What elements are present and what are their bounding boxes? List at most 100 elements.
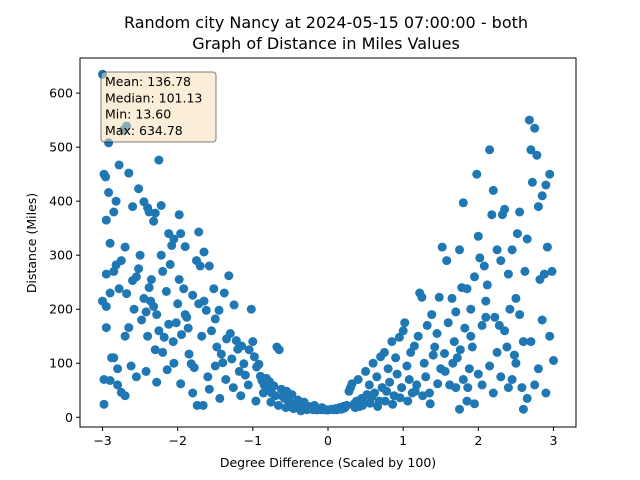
data-point — [199, 247, 209, 257]
data-point — [141, 366, 151, 376]
data-point — [114, 284, 124, 294]
data-point — [488, 388, 498, 398]
data-point — [537, 315, 547, 325]
data-point — [101, 269, 111, 279]
data-point — [246, 304, 256, 314]
data-point — [451, 383, 461, 393]
data-point — [240, 370, 250, 380]
data-point — [101, 172, 111, 182]
data-point — [500, 204, 510, 214]
data-point — [432, 329, 442, 338]
data-point — [449, 337, 459, 347]
data-point — [455, 345, 465, 355]
data-point — [101, 215, 111, 225]
data-point — [515, 207, 525, 217]
data-point — [154, 155, 164, 165]
data-point — [203, 372, 213, 382]
data-point — [488, 185, 498, 195]
data-point — [141, 307, 151, 317]
data-point — [472, 169, 482, 179]
data-point — [549, 356, 558, 365]
data-point — [503, 383, 513, 393]
data-point — [169, 358, 179, 368]
data-point — [547, 266, 557, 276]
data-point — [485, 361, 495, 371]
data-point — [237, 341, 247, 351]
data-point — [526, 337, 536, 347]
data-point — [204, 384, 214, 394]
data-point — [496, 372, 506, 382]
data-point — [500, 326, 510, 336]
data-point — [236, 391, 246, 401]
data-point — [174, 210, 184, 220]
data-point — [105, 376, 115, 385]
data-point — [511, 358, 521, 368]
data-point — [448, 358, 458, 368]
data-point — [342, 400, 352, 410]
data-point — [382, 386, 392, 396]
data-point — [131, 272, 141, 282]
data-point — [463, 383, 473, 393]
data-point — [131, 372, 141, 382]
data-point — [207, 326, 216, 336]
data-point — [105, 238, 115, 248]
data-point — [113, 364, 123, 374]
y-tick-label: 100 — [49, 356, 73, 371]
data-point — [404, 375, 414, 384]
data-point — [413, 331, 423, 341]
data-point — [215, 393, 225, 403]
data-point — [511, 293, 521, 303]
data-point — [270, 391, 280, 401]
data-point — [168, 337, 178, 347]
data-point — [392, 369, 402, 379]
data-point — [477, 320, 487, 330]
data-point — [520, 266, 530, 276]
data-point — [410, 386, 420, 396]
data-point — [391, 353, 401, 363]
data-point — [522, 234, 532, 244]
data-point — [530, 123, 540, 133]
data-point — [124, 168, 134, 178]
y-tick-label: 500 — [49, 140, 73, 155]
data-point — [188, 290, 198, 300]
data-point — [254, 359, 264, 369]
data-point — [135, 250, 145, 260]
data-point — [99, 399, 109, 409]
data-point — [530, 380, 540, 390]
data-point — [156, 201, 166, 210]
data-point — [537, 191, 547, 201]
data-point — [210, 361, 220, 371]
data-point — [114, 160, 124, 170]
data-point — [224, 271, 234, 281]
data-point — [137, 315, 147, 325]
data-point — [161, 286, 171, 296]
data-point — [210, 314, 220, 324]
data-point — [532, 150, 542, 160]
data-point — [533, 364, 543, 374]
data-point — [364, 380, 374, 390]
data-point — [113, 380, 123, 390]
data-point — [225, 329, 235, 338]
data-point — [361, 366, 371, 376]
stats-box — [100, 71, 217, 143]
x-axis-label: Degree Difference (Scaled by 100) — [220, 455, 436, 470]
data-point — [388, 399, 398, 409]
data-point — [487, 210, 497, 220]
data-point — [455, 245, 464, 255]
data-point — [512, 229, 522, 239]
data-point — [244, 345, 254, 355]
data-point — [218, 358, 228, 368]
data-point — [466, 304, 476, 314]
data-point — [350, 403, 360, 413]
data-point — [458, 198, 468, 208]
data-point — [195, 261, 205, 271]
data-point — [398, 326, 408, 336]
data-point — [380, 396, 390, 406]
data-point — [503, 269, 513, 279]
data-point — [385, 377, 395, 387]
data-point — [201, 305, 211, 315]
y-tick-label: 400 — [49, 194, 73, 209]
y-tick-label: 200 — [49, 302, 73, 317]
data-point — [174, 275, 184, 284]
data-point — [179, 284, 189, 294]
